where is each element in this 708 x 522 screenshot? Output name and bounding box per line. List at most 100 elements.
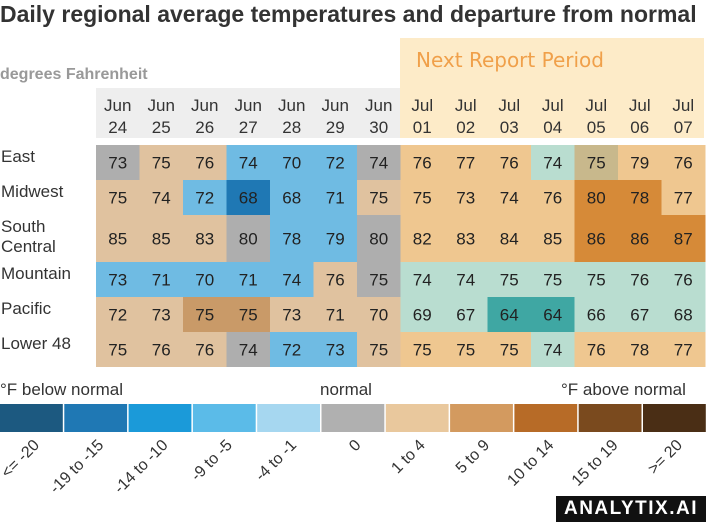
heat-cell [357, 145, 401, 180]
heat-cell-value: 75 [239, 306, 258, 325]
heat-cell-value: 72 [108, 306, 127, 325]
heat-cell [183, 180, 227, 215]
heat-cell [531, 332, 575, 367]
heat-cell [96, 297, 140, 332]
heat-cell-value: 74 [500, 189, 519, 208]
heat-cell [618, 262, 662, 297]
heat-cell [270, 262, 314, 297]
column-day-label: 01 [413, 118, 432, 137]
heat-cell-value: 74 [543, 154, 562, 173]
heat-cell-value: 70 [282, 154, 301, 173]
column-month-label: Jul [585, 96, 607, 115]
heat-cell [313, 262, 358, 297]
legend-swatch [578, 404, 642, 432]
heat-cell [357, 215, 401, 262]
column-month-label: Jul [629, 96, 651, 115]
heat-cell [270, 145, 314, 180]
heat-cell-value: 85 [543, 230, 562, 249]
heat-cell-value: 86 [630, 230, 649, 249]
heat-cell-value: 75 [195, 306, 214, 325]
heat-cell-value: 76 [152, 341, 171, 360]
brand-badge: ANALYTIX.AI [556, 496, 706, 522]
heat-cell-value: 74 [239, 341, 258, 360]
heat-cell [139, 145, 184, 180]
heat-cell [574, 262, 619, 297]
heat-cell-value: 77 [456, 154, 475, 173]
legend-swatch [643, 404, 706, 432]
heat-cell-value: 71 [326, 306, 345, 325]
heat-cell-value: 74 [239, 154, 258, 173]
heat-cell [444, 297, 488, 332]
heat-cell-value: 76 [630, 271, 649, 290]
column-day-label: 27 [239, 118, 258, 137]
heat-cell-value: 75 [369, 271, 388, 290]
heat-cell [400, 215, 445, 262]
heat-cell [183, 297, 227, 332]
heat-cell-value: 76 [543, 189, 562, 208]
chart-title: Daily regional average temperatures and … [0, 1, 697, 27]
legend-swatch [64, 404, 128, 432]
column-month-label: Jun [278, 96, 305, 115]
heat-cell [270, 215, 314, 262]
heat-cell [270, 297, 314, 332]
heat-cell-value: 75 [369, 189, 388, 208]
heat-cell [661, 180, 706, 215]
heat-cell-value: 68 [239, 189, 258, 208]
row-region-label: Pacific [1, 299, 52, 318]
past-period-header-band [96, 88, 400, 138]
heat-cell-value: 83 [456, 230, 475, 249]
legend-bin-label: -19 to -15 [47, 437, 108, 498]
column-day-label: 06 [630, 118, 649, 137]
heat-cell-value: 75 [108, 189, 127, 208]
heat-cell [183, 262, 227, 297]
heat-cell-value: 76 [500, 154, 519, 173]
heat-cell-value: 72 [195, 189, 214, 208]
heat-cell-value: 82 [413, 230, 432, 249]
heat-cell-value: 78 [282, 230, 301, 249]
column-month-label: Jun [148, 96, 175, 115]
heat-cell-value: 64 [543, 306, 562, 325]
heat-cell [531, 297, 575, 332]
heat-cell [487, 215, 532, 262]
chart-subtitle: degrees Fahrenheit [0, 66, 148, 83]
legend-swatch [257, 404, 320, 432]
column-day-label: 29 [326, 118, 345, 137]
heat-cell-value: 75 [413, 189, 432, 208]
heat-cell [96, 215, 140, 262]
heat-cell [531, 215, 575, 262]
legend-bin-label: 15 to 19 [569, 437, 622, 490]
heat-cell [226, 215, 271, 262]
heat-cell [313, 145, 358, 180]
heat-cell-value: 75 [587, 154, 606, 173]
heat-cell [139, 215, 184, 262]
heat-cell [183, 332, 227, 367]
heat-cell-value: 69 [413, 306, 432, 325]
heat-cell [226, 297, 271, 332]
heat-cell [357, 297, 401, 332]
heat-cell [313, 332, 358, 367]
heat-cell-value: 84 [500, 230, 519, 249]
heat-cell [661, 145, 706, 180]
heat-cell-value: 76 [413, 154, 432, 173]
legend-swatch [128, 404, 192, 432]
heat-cell-value: 75 [500, 341, 519, 360]
legend-swatch [450, 404, 513, 432]
heat-cell [444, 180, 488, 215]
heat-cell [618, 297, 662, 332]
heat-cell-value: 87 [674, 230, 693, 249]
heat-cell [618, 145, 662, 180]
heat-cell [357, 332, 401, 367]
column-month-label: Jun [322, 96, 349, 115]
heat-cell [270, 332, 314, 367]
heat-cell [400, 297, 445, 332]
heat-cell-value: 67 [630, 306, 649, 325]
heat-cell [139, 262, 184, 297]
row-region-label: Lower 48 [1, 334, 71, 353]
column-day-label: 25 [152, 118, 171, 137]
heat-cell [618, 180, 662, 215]
heat-cell-value: 80 [369, 230, 388, 249]
heat-cell-value: 74 [413, 271, 432, 290]
column-month-label: Jun [235, 96, 262, 115]
heat-cell-value: 77 [674, 189, 693, 208]
heat-cell [96, 145, 140, 180]
